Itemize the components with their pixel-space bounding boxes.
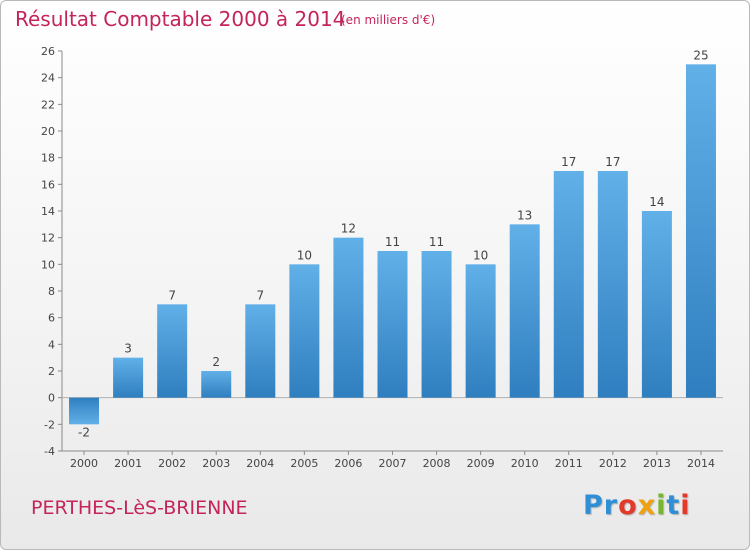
value-label: 17	[561, 155, 576, 169]
value-label: 13	[517, 208, 532, 222]
value-label: 7	[256, 288, 264, 302]
logo-letter: i	[656, 490, 667, 521]
bar-2010	[509, 224, 540, 398]
value-label: 10	[297, 248, 312, 262]
x-tick-label: 2003	[202, 457, 230, 470]
value-label: 11	[385, 235, 400, 249]
y-tick-label: 14	[41, 205, 55, 218]
y-tick-label: 4	[48, 338, 55, 351]
y-tick-label: 24	[41, 72, 55, 85]
logo-letter: P	[583, 490, 604, 521]
x-tick-label: 2000	[70, 457, 98, 470]
proxiti-logo: Proxiti	[583, 490, 691, 521]
chart-subtitle: (en milliers d'€)	[341, 13, 436, 27]
value-label: -2	[78, 425, 90, 439]
value-label: 3	[124, 342, 132, 356]
chart-title: Résultat Comptable 2000 à 2014	[15, 7, 346, 31]
x-tick-label: 2004	[246, 457, 274, 470]
bar-2009	[465, 264, 496, 398]
y-tick-label: 18	[41, 152, 55, 165]
value-label: 25	[693, 48, 708, 62]
bar-2000	[69, 397, 100, 425]
bar-2013	[641, 211, 672, 398]
bar-2004	[245, 304, 276, 398]
x-tick-label: 2010	[511, 457, 539, 470]
bar-2002	[157, 304, 188, 398]
bar-2011	[553, 171, 584, 398]
y-tick-label: 12	[41, 232, 55, 245]
value-label: 12	[341, 222, 356, 236]
bar-2006	[333, 237, 364, 398]
logo-letter: x	[637, 490, 657, 521]
value-label: 7	[168, 288, 176, 302]
y-tick-label: 22	[41, 98, 55, 111]
x-tick-label: 2014	[687, 457, 715, 470]
x-tick-label: 2005	[290, 457, 318, 470]
bar-2001	[113, 357, 144, 398]
bar-2005	[289, 264, 320, 398]
x-tick-label: 2011	[555, 457, 583, 470]
x-tick-label: 2007	[379, 457, 407, 470]
value-label: 17	[605, 155, 620, 169]
y-tick-label: -2	[44, 418, 55, 431]
logo-letter: t	[666, 490, 681, 521]
y-tick-label: -4	[44, 445, 55, 458]
y-tick-label: 2	[48, 365, 55, 378]
x-tick-label: 2002	[158, 457, 186, 470]
logo-letter: i	[680, 490, 691, 521]
bar-2008	[421, 251, 452, 398]
y-tick-label: 0	[48, 392, 55, 405]
bar-2003	[201, 371, 232, 398]
y-tick-label: 16	[41, 178, 55, 191]
x-tick-label: 2012	[599, 457, 627, 470]
x-tick-label: 2001	[114, 457, 142, 470]
x-tick-label: 2006	[334, 457, 362, 470]
y-tick-label: 20	[41, 125, 55, 138]
y-tick-label: 6	[48, 312, 55, 325]
x-tick-label: 2008	[423, 457, 451, 470]
logo-letter: r	[603, 490, 619, 521]
value-label: 10	[473, 248, 488, 262]
value-label: 14	[649, 195, 664, 209]
x-tick-label: 2009	[467, 457, 495, 470]
value-label: 2	[212, 355, 220, 369]
logo-letter: o	[618, 490, 638, 521]
y-tick-label: 10	[41, 258, 55, 271]
y-tick-label: 8	[48, 285, 55, 298]
bar-2014	[685, 64, 716, 398]
bar-2012	[597, 171, 628, 398]
bar-2007	[377, 251, 408, 398]
commune-name: PERTHES-LèS-BRIENNE	[31, 497, 248, 519]
x-tick-label: 2013	[643, 457, 671, 470]
value-label: 11	[429, 235, 444, 249]
y-tick-label: 26	[41, 45, 55, 58]
